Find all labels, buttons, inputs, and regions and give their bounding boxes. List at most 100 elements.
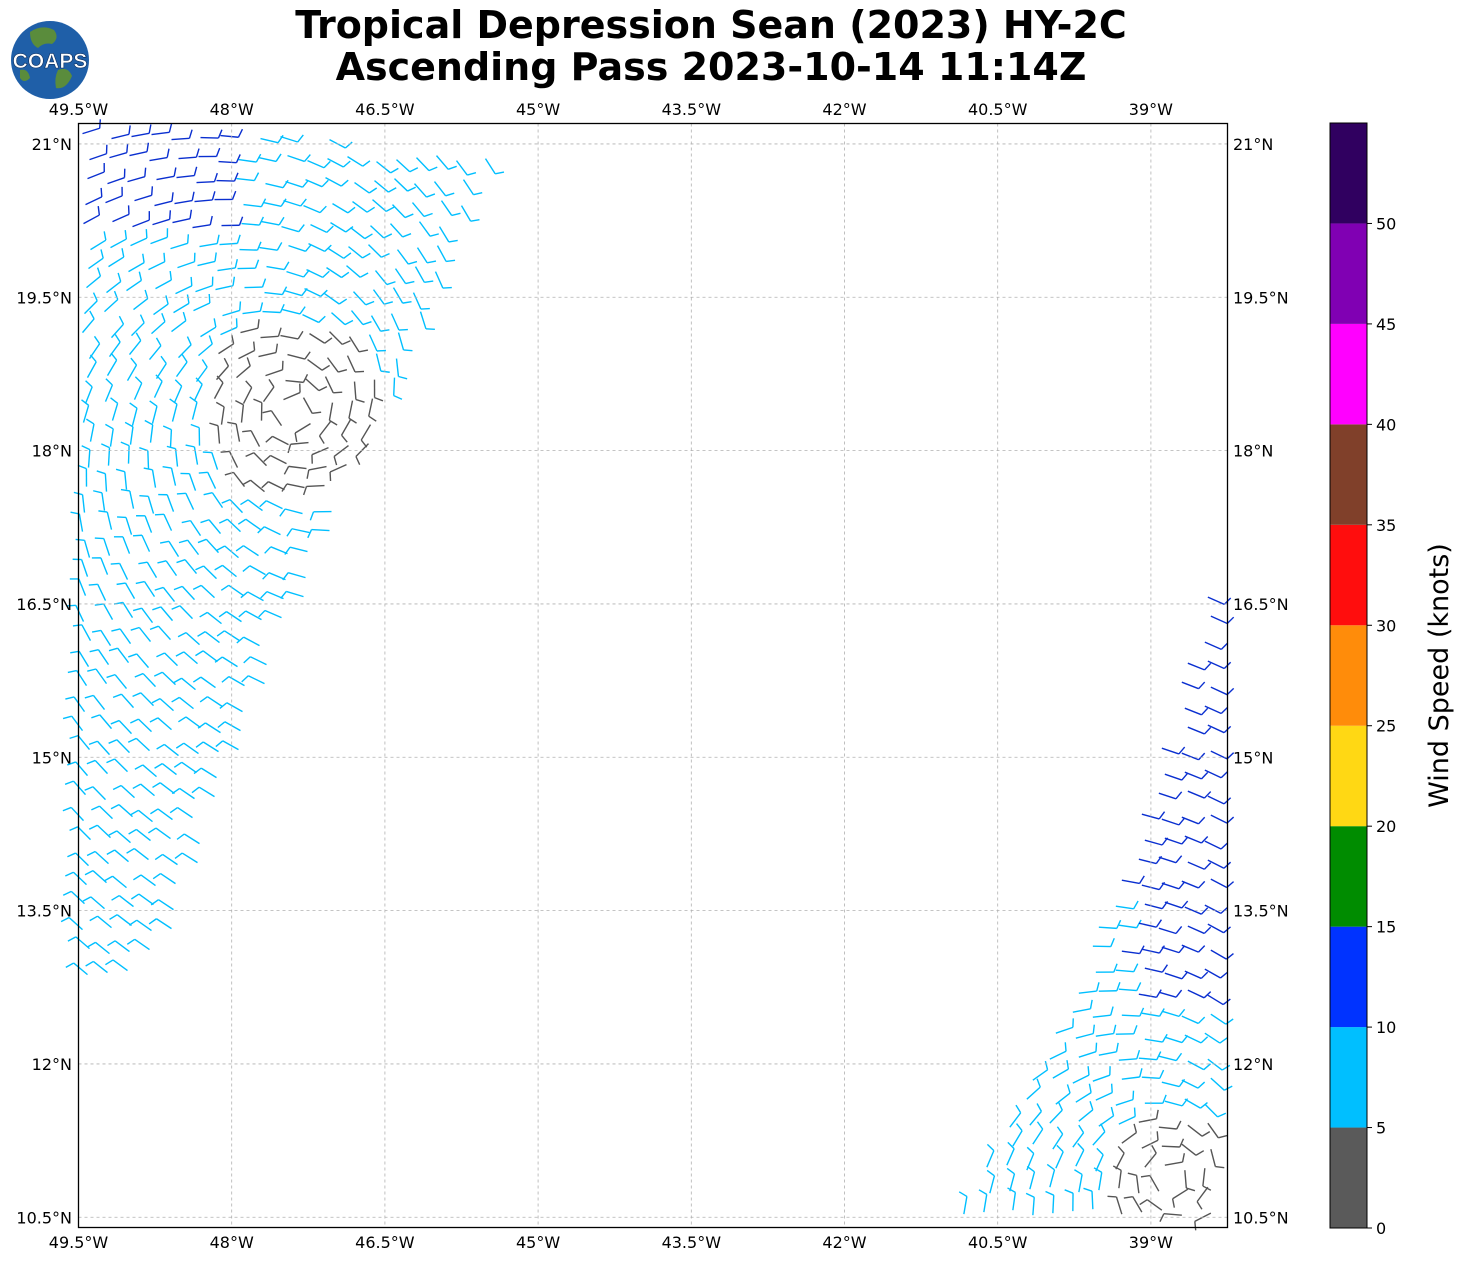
wind-barb-flag — [1197, 1081, 1206, 1089]
wind-barb-flag — [279, 508, 286, 517]
wind-barb-flag — [318, 435, 325, 444]
wind-barb-flag — [1046, 1163, 1055, 1171]
wind-barb — [136, 653, 150, 669]
wind-barb-flag — [135, 332, 142, 341]
wind-barb-flag — [144, 167, 147, 177]
wind-barb-flag — [1181, 772, 1189, 781]
wind-barb-flag — [1198, 752, 1206, 761]
wind-barb-flag — [214, 252, 217, 262]
wind-barb-flag — [362, 160, 371, 167]
wind-barb-flag — [242, 565, 251, 572]
wind-barb — [116, 914, 132, 927]
wind-barb — [108, 256, 125, 268]
wind-barb — [346, 355, 356, 373]
wind-barb — [270, 454, 287, 465]
wind-barb-flag — [445, 192, 455, 197]
wind-barb — [71, 715, 84, 732]
wind-barb-flag — [1198, 681, 1206, 690]
wind-barb — [288, 465, 307, 470]
wind-barb-flag — [262, 410, 272, 414]
wind-barb-flag — [106, 673, 116, 679]
wind-barb-flag — [383, 233, 393, 239]
wind-barb-flag — [67, 669, 77, 674]
wind-barb-flag — [1161, 964, 1169, 973]
wind-barb — [85, 196, 103, 206]
wind-barb — [1184, 906, 1202, 915]
wind-barb-flag — [213, 318, 217, 328]
wind-barb-flag — [118, 315, 125, 325]
wind-barb-flag — [279, 303, 285, 313]
wind-barb — [318, 421, 332, 437]
wind-barb-flag — [260, 591, 268, 599]
wind-barb — [198, 343, 213, 357]
wind-barb — [181, 852, 198, 864]
wind-barb — [162, 587, 176, 603]
wind-barb — [216, 179, 235, 182]
wind-barb-flag — [1203, 991, 1212, 999]
wind-barb-flag — [1218, 1134, 1228, 1139]
wind-barb-flag — [130, 626, 140, 631]
wind-barb-flag — [110, 804, 120, 810]
wind-barb-flag — [322, 270, 330, 278]
wind-barb — [1075, 1149, 1085, 1167]
wind-barb-flag — [358, 349, 369, 353]
wind-barb-flag — [105, 959, 114, 966]
wind-barb — [140, 783, 155, 797]
colorbar-bin — [1330, 826, 1367, 927]
colorbar-bin — [1330, 1027, 1367, 1128]
wind-barb — [159, 698, 174, 712]
wind-barb — [160, 606, 174, 622]
wind-barb — [124, 582, 136, 599]
wind-barb — [240, 327, 259, 334]
wind-barb-flag — [321, 364, 330, 371]
wind-barb — [1072, 1132, 1085, 1148]
wind-barb — [112, 959, 128, 972]
wind-barb — [97, 649, 110, 666]
wind-barb-flag — [235, 399, 244, 406]
wind-barb-flag — [1220, 842, 1229, 850]
wind-barb-flag — [473, 192, 483, 196]
wind-barb-flag — [186, 336, 192, 346]
wind-barb-flag — [220, 450, 230, 453]
wind-barb-flag — [470, 219, 480, 222]
wind-barb — [163, 743, 179, 757]
wind-barb — [117, 647, 130, 664]
wind-barb-flag — [110, 397, 119, 404]
colorbar-tick-label: 30 — [1376, 616, 1396, 635]
lon-tick-label-top: 43.5°W — [662, 100, 722, 119]
wind-barb-flag — [365, 300, 375, 306]
wind-barb — [1158, 856, 1177, 864]
wind-barb — [138, 893, 154, 906]
wind-barb — [116, 830, 131, 844]
wind-barb-flag — [213, 172, 218, 182]
wind-barb — [1118, 1170, 1122, 1189]
lat-tick-label-left: 15°N — [32, 748, 72, 767]
wind-barb-flag — [1139, 1199, 1148, 1206]
wind-barb — [118, 895, 134, 908]
wind-barb — [328, 248, 345, 259]
wind-barb — [193, 446, 199, 465]
wind-barb — [1138, 1057, 1157, 1061]
wind-barb — [1098, 926, 1117, 930]
wind-barb — [106, 359, 118, 376]
wind-barb — [146, 561, 158, 578]
wind-barb-flag — [1162, 1033, 1168, 1043]
wind-barb — [86, 361, 97, 378]
wind-barb-flag — [199, 611, 208, 618]
wind-barb-flag — [242, 429, 252, 433]
wind-barb-flag — [1015, 1104, 1022, 1114]
wind-barb — [200, 676, 216, 689]
wind-barb — [188, 473, 197, 491]
wind-barb-flag — [1197, 945, 1206, 953]
wind-barb — [219, 242, 238, 246]
colorbar-bin — [1330, 223, 1367, 324]
wind-barb — [207, 472, 217, 489]
wind-barb — [205, 538, 220, 554]
wind-barb-flag — [1155, 989, 1162, 998]
wind-barb-flag — [181, 519, 191, 524]
wind-barb-flag — [318, 315, 326, 323]
wind-barb — [204, 631, 220, 644]
wind-barb-flag — [124, 421, 134, 428]
wind-barb-flag — [174, 852, 183, 860]
wind-barb — [222, 564, 237, 578]
